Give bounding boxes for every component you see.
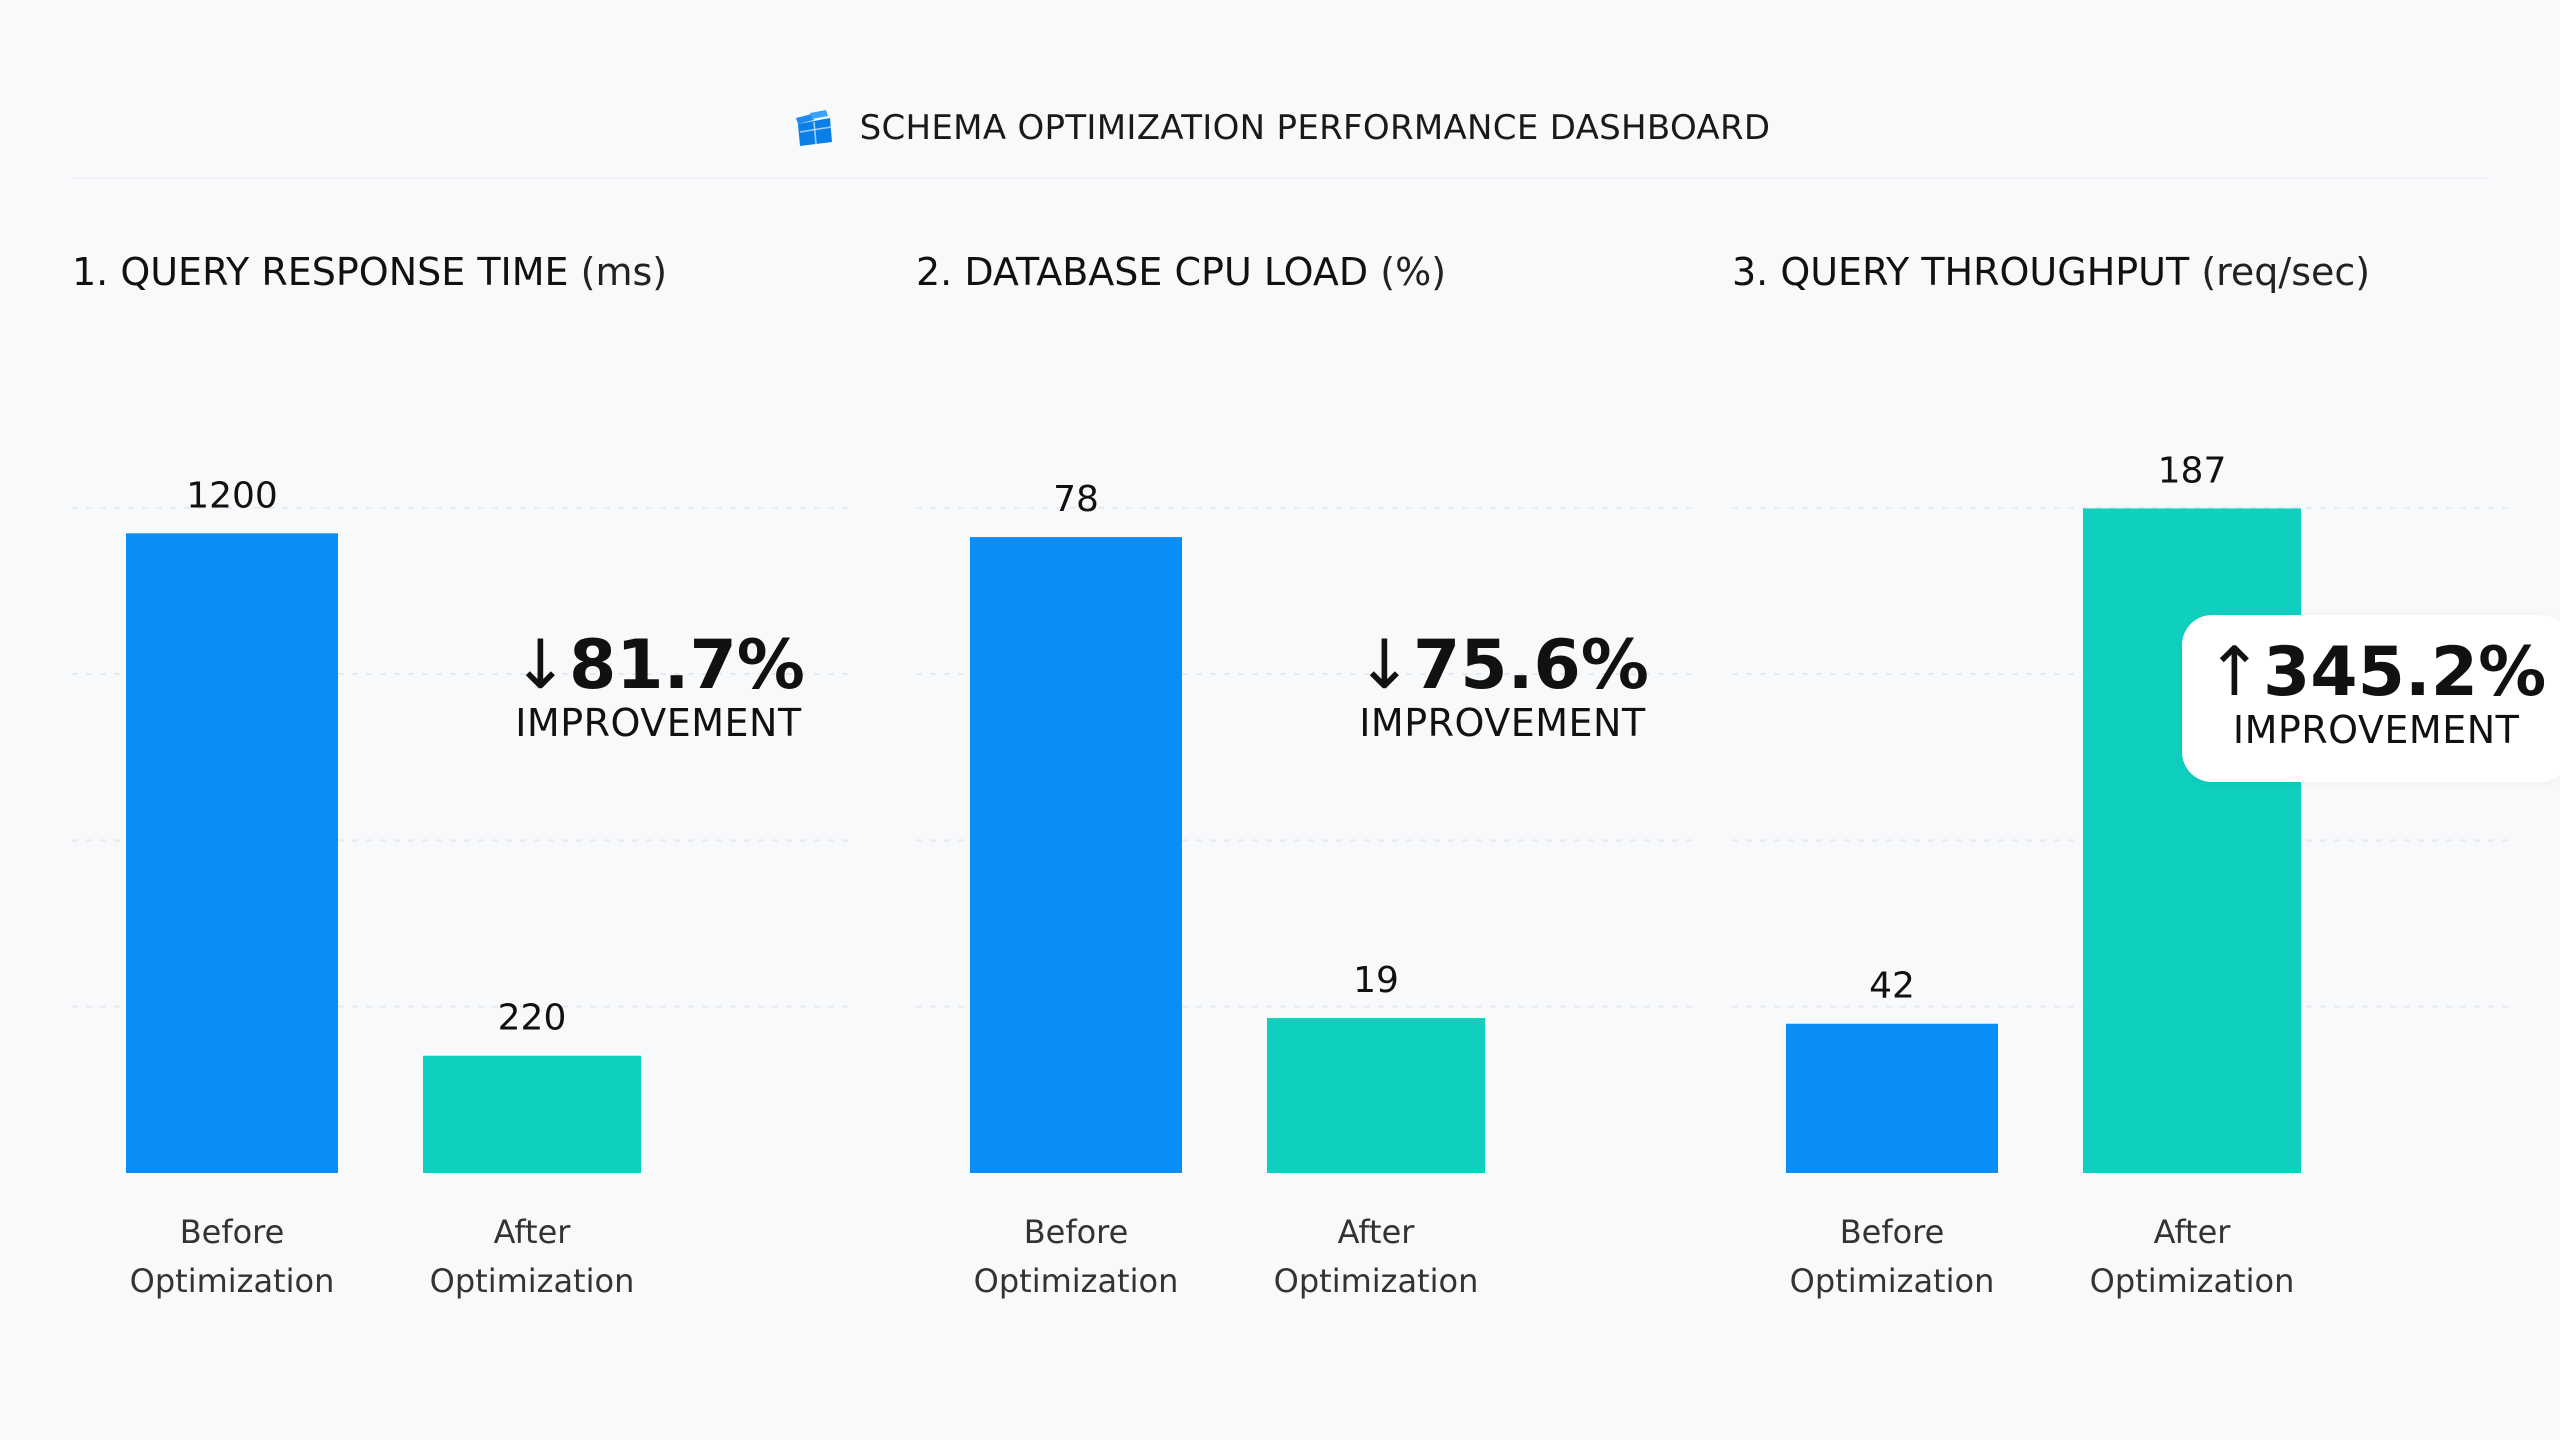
bar-chart-database-cpu-load: 78 Before Optimization 19 After Optimization xyxy=(916,479,1696,1300)
chart-title: 3. QUERY THROUGHPUT (req/sec) xyxy=(1732,250,2370,294)
chart-title-unit: (req/sec) xyxy=(2201,250,2371,294)
dashboard-header: SCHEMA OPTIMIZATION PERFORMANCE DASHBOAR… xyxy=(0,96,2560,160)
chart-title-unit: (%) xyxy=(1380,250,1447,294)
database-tables-icon xyxy=(795,110,832,146)
data-label: 187 xyxy=(2158,450,2227,491)
arrow-up-icon: ↑ xyxy=(2206,633,2263,712)
improvement-label: IMPROVEMENT xyxy=(1359,701,1646,746)
chart-title-main: 3. QUERY THROUGHPUT xyxy=(1732,250,2190,294)
bar-after[interactable] xyxy=(1267,1018,1485,1173)
chart-title: 2. DATABASE CPU LOAD (%) xyxy=(916,250,1446,294)
arrow-down-icon: ↓ xyxy=(512,626,569,705)
category-label: After xyxy=(1338,1213,1416,1251)
category-label: Before xyxy=(1840,1213,1945,1251)
category-label: Optimization xyxy=(2090,1262,2295,1300)
improvement-badge: ↑345.2% IMPROVEMENT xyxy=(2182,615,2560,782)
improvement-label: IMPROVEMENT xyxy=(515,701,802,746)
category-label: Before xyxy=(180,1213,285,1251)
bar-after[interactable] xyxy=(2083,508,2301,1173)
bar-before[interactable] xyxy=(126,533,338,1173)
dashboard-title: SCHEMA OPTIMIZATION PERFORMANCE DASHBOAR… xyxy=(859,108,1771,148)
category-label: Optimization xyxy=(974,1262,1179,1300)
data-label: 78 xyxy=(1053,479,1099,520)
category-label: Optimization xyxy=(130,1262,335,1300)
bar-after[interactable] xyxy=(423,1055,641,1173)
chart-panel-query-throughput: 3. QUERY THROUGHPUT (req/sec) 42 Before Op… xyxy=(1732,230,2560,1380)
chart-title-main: 1. QUERY RESPONSE TIME xyxy=(72,250,569,294)
bar-chart-query-response-time: 1200 Before Optimization 220 After Optimizati… xyxy=(72,475,852,1300)
category-label: Before xyxy=(1024,1213,1129,1251)
data-label: 42 xyxy=(1869,966,1915,1007)
category-label: Optimization xyxy=(1790,1262,1995,1300)
data-label: 1200 xyxy=(186,475,278,516)
bar-chart-query-throughput: 42 Before Optimization 187 After Optimization xyxy=(1732,450,2512,1300)
bar-before[interactable] xyxy=(1786,1023,1998,1173)
improvement-badge: ↓81.7% IMPROVEMENT xyxy=(512,630,805,747)
improvement-percent: ↓75.6% xyxy=(1356,626,1649,705)
category-label: After xyxy=(2154,1213,2232,1251)
improvement-badge: ↓75.6% IMPROVEMENT xyxy=(1356,630,1649,747)
chart-title-unit: (ms) xyxy=(580,250,668,294)
category-label: Optimization xyxy=(1274,1262,1479,1300)
category-label: After xyxy=(494,1213,572,1251)
chart-panel-query-response-time: 1. QUERY RESPONSE TIME (ms) 1200 Before Op… xyxy=(72,230,902,1380)
arrow-down-icon: ↓ xyxy=(1356,626,1413,705)
chart-title-main: 2. DATABASE CPU LOAD xyxy=(916,250,1369,294)
header-divider xyxy=(72,178,2488,179)
improvement-percent: ↓81.7% xyxy=(512,626,805,705)
improvement-label: IMPROVEMENT xyxy=(2232,708,2520,753)
improvement-percent: ↑345.2% xyxy=(2206,633,2547,712)
data-label: 220 xyxy=(498,998,567,1039)
data-label: 19 xyxy=(1353,960,1399,1001)
chart-title: 1. QUERY RESPONSE TIME (ms) xyxy=(72,250,667,294)
bar-before[interactable] xyxy=(970,537,1182,1173)
category-label: Optimization xyxy=(430,1262,635,1300)
chart-panel-database-cpu-load: 2. DATABASE CPU LOAD (%) 78 Before Optimiz… xyxy=(916,230,1746,1380)
